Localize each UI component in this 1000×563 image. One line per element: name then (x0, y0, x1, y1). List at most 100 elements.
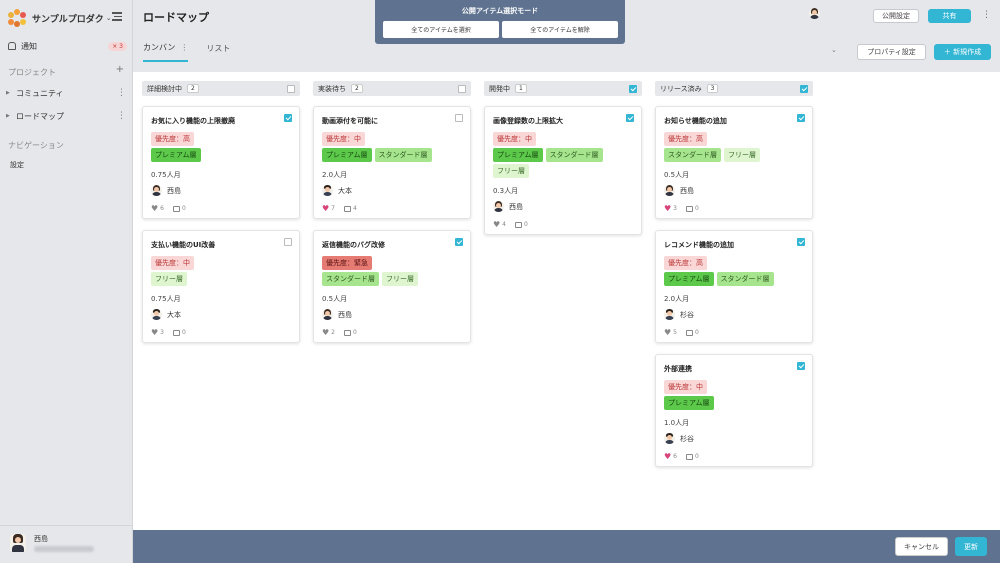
heart-icon[interactable]: ♥ (322, 204, 330, 213)
comment-icon[interactable] (173, 205, 180, 212)
column-select-checkbox[interactable] (287, 84, 295, 93)
effort-value: 0.5人月 (664, 171, 690, 179)
comment-count: 0 (695, 453, 699, 460)
roadmap-card[interactable]: レコメンド機能の追加 優先度：高 プレミアム層 スタンダード層 2.0人月 杉谷 ♥ 5 0 (655, 230, 813, 343)
tag: フリー層 (493, 164, 529, 178)
card-stats: ♥ 2 0 (322, 328, 357, 337)
card-select-checkbox[interactable] (284, 114, 292, 122)
card-title: レコメンド機能の追加 (664, 241, 734, 249)
assignee: 西島 (322, 309, 352, 320)
app-logo-icon (8, 9, 26, 27)
comment-icon[interactable] (344, 205, 351, 212)
column-header: リリース済み 3 (655, 81, 813, 96)
heart-icon[interactable]: ♥ (664, 204, 672, 213)
new-item-button[interactable]: ＋ 新規作成 (934, 44, 991, 60)
notifications-label: 通知 (21, 41, 37, 51)
update-button[interactable]: 更新 (955, 537, 987, 556)
card-select-checkbox[interactable] (626, 114, 634, 122)
tab-list[interactable]: リスト (206, 42, 230, 62)
share-button[interactable]: 共有 (928, 9, 971, 23)
comment-icon[interactable] (515, 221, 522, 228)
select-all-button[interactable]: 全てのアイテムを選択 (383, 21, 499, 38)
comment-count: 0 (353, 329, 357, 336)
tag: 優先度：中 (322, 132, 365, 146)
assignee: 西島 (493, 201, 523, 212)
tab-kanban[interactable]: カンバン ⋮ (143, 42, 189, 62)
roadmap-card[interactable]: お知らせ機能の追加 優先度：高 スタンダード層 フリー層 0.5人月 西島 ♥ 3 0 (655, 106, 813, 219)
avatar (493, 201, 504, 212)
tag: 優先度：高 (664, 132, 707, 146)
tag-row: プレミアム層 スタンダード層 (664, 272, 774, 286)
deselect-all-button[interactable]: 全てのアイテムを解除 (502, 21, 618, 38)
comment-icon[interactable] (686, 453, 693, 460)
avatar (322, 185, 333, 196)
more-options-icon[interactable]: ⋮ (982, 10, 991, 20)
roadmap-card[interactable]: お気に入り機能の上限撤廃 優先度：高 プレミアム層 0.75人月 西島 ♥ 6 0 (142, 106, 300, 219)
column-select-checkbox[interactable] (458, 84, 466, 93)
comment-icon[interactable] (344, 329, 351, 336)
roadmap-card[interactable]: 画像登録数の上限拡大 優先度：中 プレミアム層 スタンダード層 フリー層 0.3人月 西島 ♥… (484, 106, 642, 235)
heart-icon[interactable]: ♥ (322, 328, 330, 337)
sidebar-item-settings[interactable]: 設定 (10, 161, 24, 169)
sidebar-item-community[interactable]: ▶ コミュニティ ⋮ (6, 87, 126, 99)
heart-icon[interactable]: ♥ (664, 452, 672, 461)
card-select-checkbox[interactable] (797, 362, 805, 370)
more-options-icon[interactable]: ⋮ (117, 111, 126, 121)
menu-collapse-icon[interactable] (112, 12, 122, 21)
add-project-icon[interactable]: + (115, 64, 124, 75)
like-count: 6 (160, 205, 164, 212)
comment-icon[interactable] (686, 329, 693, 336)
column-select-checkbox[interactable] (629, 84, 637, 93)
column-title: 実装待ち (318, 84, 346, 93)
tag: フリー層 (724, 148, 760, 162)
action-bar: キャンセル 更新 (133, 530, 1000, 563)
column-count-badge: 2 (351, 84, 363, 93)
roadmap-card[interactable]: 外部連携 優先度：中 プレミアム層 1.0人月 杉谷 ♥ 6 0 (655, 354, 813, 467)
property-settings-button[interactable]: プロパティ設定 (857, 44, 926, 60)
card-select-checkbox[interactable] (455, 114, 463, 122)
comment-count: 0 (695, 205, 699, 212)
roadmap-card[interactable]: 動画添付を可能に 優先度：中 プレミアム層 スタンダード層 2.0人月 大本 ♥ 7 4 (313, 106, 471, 219)
cancel-button[interactable]: キャンセル (895, 537, 948, 556)
tag: プレミアム層 (322, 148, 372, 162)
more-options-icon[interactable]: ⋮ (117, 88, 126, 98)
assignee-name: 西島 (509, 202, 523, 211)
column-select-checkbox[interactable] (800, 84, 808, 93)
heart-icon[interactable]: ♥ (151, 328, 159, 337)
workspace-name: サンプルプロダク (32, 14, 104, 25)
card-select-checkbox[interactable] (797, 238, 805, 246)
avatar (664, 185, 675, 196)
card-select-checkbox[interactable] (797, 114, 805, 122)
card-select-checkbox[interactable] (284, 238, 292, 246)
comment-icon[interactable] (173, 329, 180, 336)
more-options-icon[interactable]: ⋮ (180, 43, 189, 52)
card-title: 返信機能のバグ改修 (322, 241, 385, 249)
heart-icon[interactable]: ♥ (151, 204, 159, 213)
sidebar-item-notifications[interactable]: 通知 × 3 (8, 40, 127, 52)
card-select-checkbox[interactable] (455, 238, 463, 246)
avatar (151, 185, 162, 196)
effort-value: 2.0人月 (322, 171, 348, 179)
avatar (151, 309, 162, 320)
current-user[interactable]: 西島 (0, 525, 133, 563)
project-label: コミュニティ (16, 88, 64, 98)
comment-icon[interactable] (686, 205, 693, 212)
tag: 優先度：高 (151, 132, 194, 146)
sidebar-item-roadmap[interactable]: ▶ ロードマップ ⋮ (6, 110, 126, 122)
roadmap-card[interactable]: 返信機能のバグ改修 優先度：緊急 スタンダード層 フリー層 0.5人月 西島 ♥ 2 0 (313, 230, 471, 343)
chevron-down-icon[interactable]: ⌄ (831, 46, 837, 54)
heart-icon[interactable]: ♥ (664, 328, 672, 337)
tag-row: 優先度：高 (664, 256, 707, 270)
sidebar: サンプルプロダク ⌄ 通知 × 3 プロジェクト + ▶ コミュニティ ⋮ ▶ … (0, 0, 133, 563)
public-settings-button[interactable]: 公開設定 (873, 9, 919, 23)
avatar[interactable] (809, 8, 820, 19)
roadmap-card[interactable]: 支払い機能のUI改善 優先度：中 フリー層 0.75人月 大本 ♥ 3 0 (142, 230, 300, 343)
navigation-section-title: ナビゲーション (8, 141, 64, 150)
heart-icon[interactable]: ♥ (493, 220, 501, 229)
effort-value: 1.0人月 (664, 419, 690, 427)
avatar (322, 309, 333, 320)
bell-icon (8, 42, 16, 50)
tag-row: 優先度：中 (664, 380, 707, 394)
brand-switcher[interactable]: サンプルプロダク ⌄ (8, 8, 128, 28)
card-title: お知らせ機能の追加 (664, 117, 727, 125)
